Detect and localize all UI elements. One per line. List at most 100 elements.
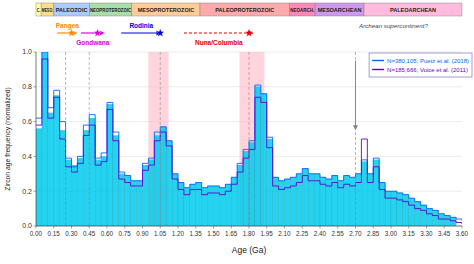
x-tick [337, 226, 338, 229]
x-tick [36, 226, 37, 229]
x-tick-label: 0.30 [65, 230, 78, 237]
bar [83, 130, 89, 226]
period-label: MESOARCHEAN [318, 7, 362, 13]
bar [314, 174, 320, 226]
y-tick-label: 0.6 [22, 118, 32, 125]
bar [385, 191, 391, 226]
y-tick-label: 0.8 [22, 83, 32, 90]
y-axis-label: Zircon age frequency (normalized) [4, 87, 12, 191]
y-tick [34, 226, 37, 227]
x-tick-label: 0.60 [101, 230, 114, 237]
period-label: MESO. [42, 7, 54, 13]
bar [36, 129, 42, 226]
bar [421, 205, 427, 226]
x-tick [408, 226, 409, 229]
bar [350, 177, 356, 226]
x-tick-label: 1.05 [154, 230, 167, 237]
bar [137, 181, 143, 226]
y-tick [34, 52, 37, 53]
bar [285, 179, 291, 226]
bar [89, 118, 95, 226]
period [41, 3, 54, 16]
x-tick [231, 226, 232, 229]
vline [65, 52, 66, 226]
supercontinent-star [156, 29, 164, 37]
x-tick-label: 2.25 [296, 230, 309, 237]
bar [344, 176, 350, 226]
bar [409, 198, 415, 226]
x-tick [391, 226, 392, 229]
legend-label: N=380,105; Puetz et al. (2018) [387, 58, 469, 64]
period [132, 3, 200, 16]
x-tick-label: 2.55 [332, 230, 345, 237]
bar [308, 174, 314, 226]
period [289, 3, 315, 16]
x-tick [213, 226, 214, 229]
bar [101, 156, 107, 226]
x-tick [195, 226, 196, 229]
bar [154, 136, 160, 226]
bar [279, 181, 285, 226]
bar [66, 160, 72, 226]
x-tick-label: 1.20 [172, 230, 185, 237]
bar [166, 141, 172, 226]
supercontinent-arrow [121, 32, 157, 33]
x-tick-label: 3.60 [456, 230, 469, 237]
vline [160, 52, 161, 226]
bar [427, 209, 433, 226]
x-tick-label: 0.00 [30, 230, 43, 237]
x-tick [373, 226, 374, 229]
shaded-region [148, 52, 168, 226]
bar [208, 186, 214, 226]
y-tick-label: 1.0 [22, 48, 32, 55]
x-tick-label: 1.50 [207, 230, 220, 237]
bar [143, 165, 149, 226]
bar [214, 186, 220, 226]
bar [249, 142, 255, 226]
period [364, 3, 462, 16]
y-tick-label: 0.2 [22, 188, 32, 195]
shaded-region [240, 52, 265, 226]
period-label: MESOPROTEROZOIC [138, 7, 195, 13]
y-tick [34, 191, 37, 192]
supercontinent-label: Gondwana [76, 39, 110, 46]
y-tick [34, 121, 37, 122]
x-tick [266, 226, 267, 229]
x-tick [160, 226, 161, 229]
arrow-line [355, 61, 356, 127]
bar [397, 193, 403, 226]
bar [125, 176, 131, 226]
y-tick [34, 86, 37, 87]
bar [48, 113, 54, 226]
arrow-head [100, 31, 105, 36]
x-tick-label: 2.85 [367, 230, 380, 237]
supercontinent-star [94, 29, 102, 37]
bar [261, 94, 267, 226]
x-tick [284, 226, 285, 229]
period-label: NEOPROTEROZOIC [90, 7, 131, 13]
plot-area [36, 52, 462, 226]
x-tick [107, 226, 108, 229]
x-tick [320, 226, 321, 229]
x-tick [355, 226, 356, 229]
bar [72, 165, 78, 226]
bar [432, 210, 438, 226]
supercontinent-star [245, 29, 253, 37]
axes: 0.000.150.300.450.600.750.901.051.201.35… [4, 48, 469, 255]
x-tick [426, 226, 427, 229]
period-label: PALEOZOIC [56, 7, 88, 13]
bar [77, 158, 83, 226]
y-tick [34, 156, 37, 157]
period-label: PALEOPROTEROZOIC [215, 7, 274, 13]
annotation: Archean supercontinent? [358, 22, 428, 29]
legend-box [369, 53, 472, 77]
bar [95, 160, 101, 226]
bar [172, 174, 178, 226]
x-tick-label: 1.80 [243, 230, 256, 237]
y-tick-label: 0.4 [22, 153, 32, 160]
period [89, 3, 132, 16]
supercontinent-label: Rodinia [129, 22, 153, 29]
x-tick-label: 2.10 [278, 230, 291, 237]
chart: C.MESO.PALEOZOICNEOPROTEROZOICMESOPROTER… [0, 0, 474, 264]
x-tick-label: 3.00 [385, 230, 398, 237]
